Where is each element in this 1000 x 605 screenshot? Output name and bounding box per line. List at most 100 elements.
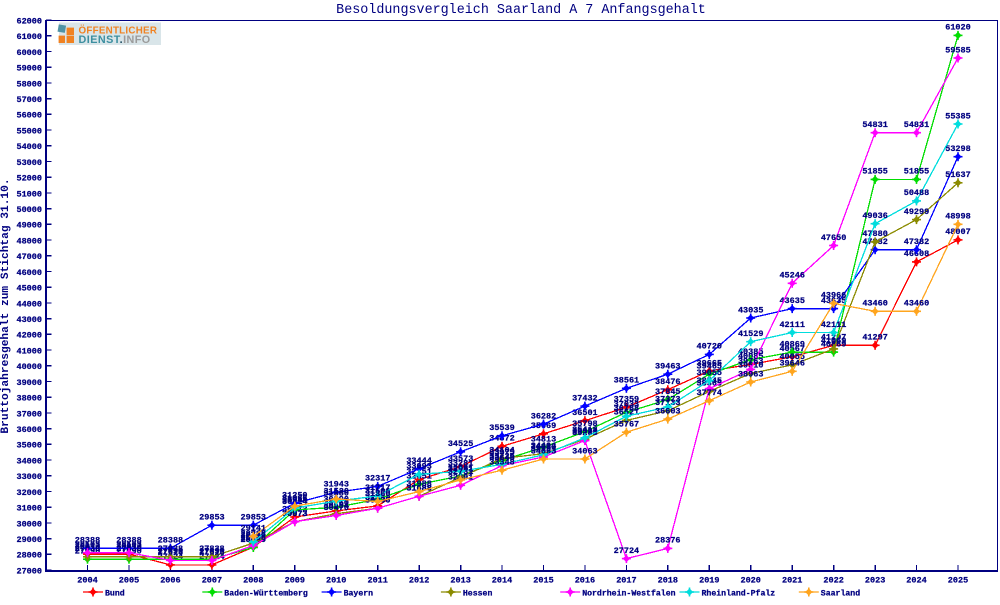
svg-text:54831: 54831 [904, 120, 930, 130]
svg-text:50000: 50000 [16, 205, 42, 215]
svg-text:27838: 27838 [199, 544, 225, 554]
svg-text:43000: 43000 [16, 315, 42, 325]
svg-text:Bayern: Bayern [344, 590, 374, 599]
svg-text:27724: 27724 [614, 546, 640, 556]
svg-text:38476: 38476 [655, 377, 681, 387]
svg-text:39646: 39646 [779, 359, 805, 369]
svg-text:2005: 2005 [119, 576, 139, 586]
svg-text:35233: 35233 [572, 428, 598, 438]
svg-text:42111: 42111 [779, 320, 805, 330]
svg-text:29000: 29000 [16, 535, 42, 545]
svg-text:2009: 2009 [285, 576, 305, 586]
svg-text:30584: 30584 [323, 501, 349, 511]
svg-text:30944: 30944 [282, 495, 308, 505]
svg-text:30470: 30470 [323, 503, 349, 513]
svg-text:40000: 40000 [16, 362, 42, 372]
svg-text:34000: 34000 [16, 456, 42, 466]
svg-text:28388: 28388 [116, 536, 142, 546]
svg-text:61000: 61000 [16, 32, 42, 42]
svg-text:32000: 32000 [16, 488, 42, 498]
svg-text:39665: 39665 [697, 358, 723, 368]
svg-text:49299: 49299 [904, 207, 930, 217]
svg-text:45246: 45246 [779, 271, 805, 281]
svg-text:2024: 2024 [906, 576, 926, 586]
svg-text:33093: 33093 [406, 462, 432, 472]
svg-text:30073: 30073 [282, 509, 308, 519]
svg-text:2012: 2012 [409, 576, 429, 586]
svg-text:34104: 34104 [489, 446, 515, 456]
svg-text:62000: 62000 [16, 16, 42, 26]
svg-text:53298: 53298 [945, 144, 971, 154]
svg-text:34191: 34191 [531, 444, 557, 454]
svg-text:51855: 51855 [862, 167, 888, 177]
svg-text:2016: 2016 [575, 576, 595, 586]
svg-text:Hessen: Hessen [463, 590, 493, 599]
svg-text:59585: 59585 [945, 45, 971, 55]
svg-text:34404: 34404 [531, 441, 557, 451]
svg-text:37774: 37774 [697, 388, 723, 398]
svg-text:37845: 37845 [655, 387, 681, 397]
svg-text:33281: 33281 [448, 459, 474, 469]
svg-text:27613: 27613 [158, 548, 184, 558]
svg-text:39763: 39763 [738, 357, 764, 367]
svg-text:36603: 36603 [655, 406, 681, 416]
svg-text:34063: 34063 [572, 446, 598, 456]
svg-text:39465: 39465 [697, 361, 723, 371]
svg-text:47880: 47880 [862, 229, 888, 239]
svg-text:53000: 53000 [16, 158, 42, 168]
svg-text:54831: 54831 [862, 120, 888, 130]
svg-text:DIENST.INFO: DIENST.INFO [79, 34, 151, 46]
svg-text:ÖFFENTLICHER: ÖFFENTLICHER [79, 26, 158, 37]
svg-text:33348: 33348 [489, 458, 515, 468]
svg-text:42111: 42111 [821, 320, 847, 330]
svg-text:27000: 27000 [16, 566, 42, 576]
svg-text:2010: 2010 [326, 576, 346, 586]
svg-text:36788: 36788 [614, 404, 640, 414]
svg-text:52000: 52000 [16, 174, 42, 184]
svg-text:33645: 33645 [489, 453, 515, 463]
svg-text:38000: 38000 [16, 394, 42, 404]
svg-text:45000: 45000 [16, 284, 42, 294]
svg-text:2018: 2018 [658, 576, 678, 586]
svg-text:55385: 55385 [945, 111, 971, 121]
svg-text:35323: 35323 [572, 427, 598, 437]
svg-text:42000: 42000 [16, 331, 42, 341]
svg-text:2025: 2025 [948, 576, 968, 586]
svg-text:37373: 37373 [655, 394, 681, 404]
svg-text:40055: 40055 [779, 352, 805, 362]
svg-text:Saarland: Saarland [821, 589, 860, 599]
svg-text:30000: 30000 [16, 519, 42, 529]
svg-text:55000: 55000 [16, 126, 42, 136]
svg-text:35539: 35539 [489, 423, 515, 433]
svg-text:2022: 2022 [823, 576, 843, 586]
svg-text:2014: 2014 [492, 576, 512, 586]
svg-text:36282: 36282 [531, 411, 557, 421]
svg-text:Besoldungsvergleich Saarland A: Besoldungsvergleich Saarland A 7 Anfangs… [336, 3, 706, 18]
svg-text:34333: 34333 [531, 442, 557, 452]
svg-text:32731: 32731 [448, 467, 474, 477]
svg-text:49036: 49036 [862, 211, 888, 221]
svg-text:28103: 28103 [116, 540, 142, 550]
svg-text:28376: 28376 [655, 536, 681, 546]
svg-text:33000: 33000 [16, 472, 42, 482]
svg-text:51855: 51855 [904, 167, 930, 177]
svg-text:30073: 30073 [282, 509, 308, 519]
svg-text:2015: 2015 [533, 576, 553, 586]
svg-text:47000: 47000 [16, 252, 42, 262]
svg-text:36000: 36000 [16, 425, 42, 435]
svg-text:47650: 47650 [821, 233, 847, 243]
svg-text:48007: 48007 [945, 227, 971, 237]
svg-text:31988: 31988 [406, 479, 432, 489]
svg-text:2017: 2017 [616, 576, 636, 586]
svg-text:43460: 43460 [862, 299, 888, 309]
svg-text:41529: 41529 [738, 329, 764, 339]
svg-text:27690: 27690 [199, 547, 225, 557]
svg-text:60000: 60000 [16, 48, 42, 58]
svg-text:46000: 46000 [16, 268, 42, 278]
svg-text:35000: 35000 [16, 441, 42, 451]
svg-text:27613: 27613 [199, 548, 225, 558]
svg-text:39000: 39000 [16, 378, 42, 388]
svg-text:44000: 44000 [16, 299, 42, 309]
svg-text:48000: 48000 [16, 236, 42, 246]
svg-text:36501: 36501 [572, 408, 598, 418]
